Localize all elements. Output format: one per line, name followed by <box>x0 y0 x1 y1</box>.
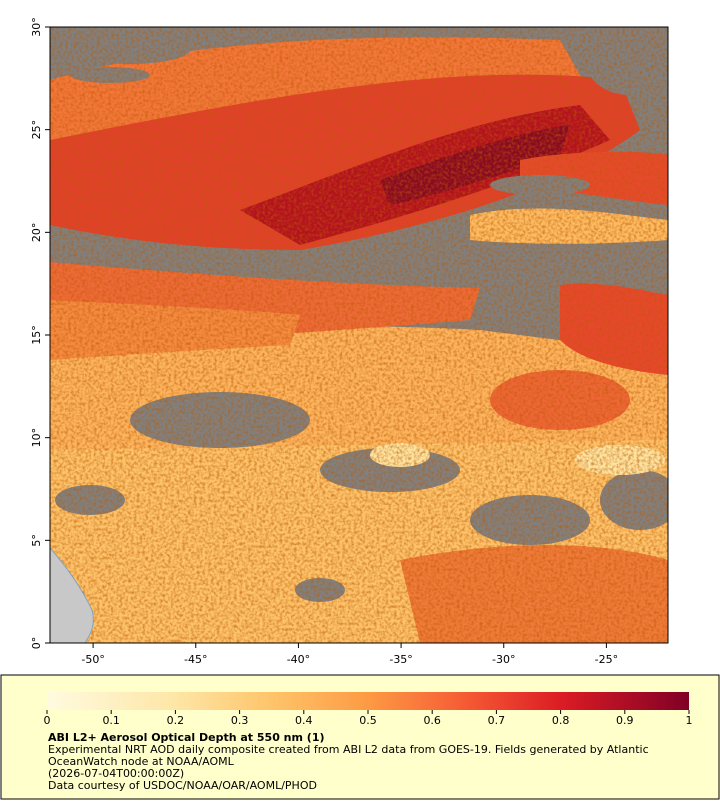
y-tick-label: 10° <box>30 428 43 448</box>
y-tick-label: 30° <box>30 17 43 37</box>
colorbar-tick-label: 0.5 <box>359 714 377 727</box>
colorbar-tick-label: 0.8 <box>552 714 570 727</box>
y-tick-label: 20° <box>30 223 43 243</box>
colorbar-tick-label: 0.3 <box>231 714 249 727</box>
colorbar-tick-label: 0 <box>44 714 51 727</box>
x-tick-label: -35° <box>389 653 412 666</box>
x-tick-label: -45° <box>184 653 207 666</box>
colorbar-tick-label: 0.6 <box>423 714 441 727</box>
x-tick-label: -40° <box>287 653 310 666</box>
description: (2026-07-04T00:00:00Z) <box>48 767 184 780</box>
y-tick-label: 5° <box>30 534 43 547</box>
colorbar-tick-label: 0.9 <box>616 714 634 727</box>
aod-field <box>50 27 668 643</box>
x-tick-label: -30° <box>492 653 515 666</box>
x-tick-label: -25° <box>595 653 618 666</box>
y-tick-label: 0° <box>30 637 43 650</box>
colorbar-tick-label: 0.7 <box>488 714 506 727</box>
title: ABI L2+ Aerosol Optical Depth at 550 nm … <box>48 731 325 744</box>
colorbar-tick-label: 0.4 <box>295 714 313 727</box>
y-tick-label: 25° <box>30 120 43 140</box>
description: OceanWatch node at NOAA/AOML <box>48 755 235 768</box>
description: Experimental NRT AOD daily composite cre… <box>48 743 649 756</box>
description: Data courtesy of USDOC/NOAA/OAR/AOML/PHO… <box>48 779 317 792</box>
colorbar <box>47 692 689 710</box>
colorbar-tick-label: 1 <box>686 714 693 727</box>
y-tick-label: 15° <box>30 325 43 345</box>
colorbar-tick-label: 0.2 <box>167 714 185 727</box>
x-tick-label: -50° <box>81 653 104 666</box>
colorbar-tick-label: 0.1 <box>102 714 120 727</box>
